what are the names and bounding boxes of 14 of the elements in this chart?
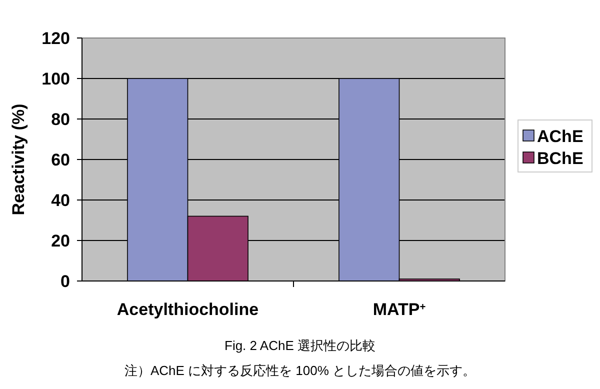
text: Fig. 2 AChE 選択性の比較 xyxy=(224,338,376,353)
y-tick-label: 20 xyxy=(51,232,70,250)
y-tick-label: 120 xyxy=(42,29,70,48)
y-tick-label: 100 xyxy=(42,70,70,88)
x-tick-label: MATP$^{+}$ xyxy=(372,300,426,319)
x-tick-label: Acetylthiocholine xyxy=(116,300,259,319)
y-tick-label: 80 xyxy=(51,110,70,129)
y-axis-title: Reactivity (%) xyxy=(9,104,28,216)
text: 注）AChE に対する反応性を 100% とした場合の値を示す。 xyxy=(124,363,476,378)
legend-label: BChE xyxy=(537,149,584,168)
y-tick-label: 0 xyxy=(60,272,70,291)
y-tick-label: 40 xyxy=(51,191,70,210)
y-tick-label: 60 xyxy=(51,150,70,170)
legend-label: AChE xyxy=(537,127,584,146)
